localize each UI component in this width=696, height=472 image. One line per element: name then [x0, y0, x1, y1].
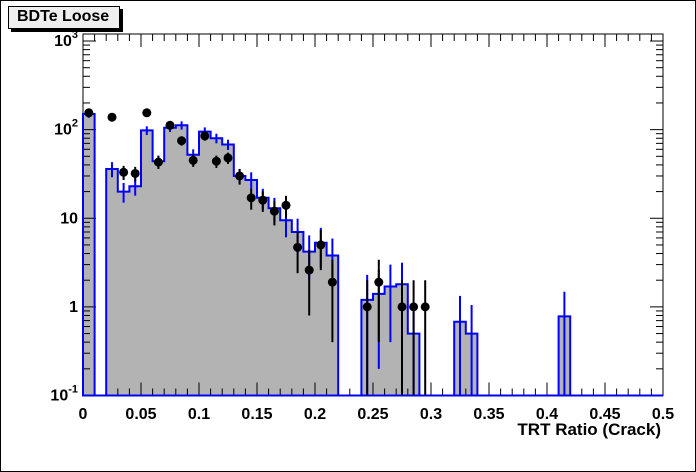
data-point-marker[interactable] — [235, 171, 245, 181]
data-point-marker[interactable] — [223, 153, 233, 163]
data-point-marker[interactable] — [316, 240, 326, 250]
data-point-marker[interactable] — [130, 168, 140, 178]
data-point-marker[interactable] — [397, 302, 407, 312]
x-tick-label: 0.35 — [473, 406, 504, 423]
y-tick-label: 102 — [54, 118, 78, 139]
histogram-fill[interactable] — [83, 114, 663, 396]
data-point-marker[interactable] — [211, 156, 221, 166]
title-text: BDTe Loose — [17, 8, 110, 25]
data-point-marker[interactable] — [327, 277, 337, 287]
data-point-marker[interactable] — [165, 120, 175, 130]
data-point-marker[interactable] — [420, 302, 430, 312]
y-tick-label: 10-1 — [50, 384, 78, 405]
data-point-marker[interactable] — [200, 131, 210, 141]
x-tick-label: 0.2 — [304, 406, 326, 423]
y-tick-label: 103 — [54, 29, 78, 50]
data-point-marker[interactable] — [84, 108, 94, 118]
y-tick-label: 10 — [60, 210, 78, 227]
data-point-marker[interactable] — [409, 302, 419, 312]
data-point-marker[interactable] — [258, 195, 268, 205]
data-point-marker[interactable] — [153, 157, 163, 167]
x-tick-label: 0.3 — [420, 406, 442, 423]
data-point-marker[interactable] — [281, 200, 291, 210]
data-point-marker[interactable] — [142, 108, 152, 118]
data-point-marker[interactable] — [246, 193, 256, 203]
data-point-marker[interactable] — [293, 242, 303, 252]
y-tick-label: 1 — [69, 299, 78, 316]
x-tick-label: 0.15 — [241, 406, 272, 423]
data-point-marker[interactable] — [374, 277, 384, 287]
data-point-marker[interactable] — [107, 112, 117, 122]
x-tick-label: 0.05 — [125, 406, 156, 423]
data-point-marker[interactable] — [119, 167, 129, 177]
x-axis-title: TRT Ratio (Crack) — [517, 420, 661, 439]
x-tick-label: 0 — [79, 406, 88, 423]
x-tick-label: 0.4 — [536, 406, 558, 423]
x-tick-label: 0.5 — [652, 406, 674, 423]
data-point-marker[interactable] — [269, 206, 279, 216]
x-tick-label: 0.45 — [589, 406, 620, 423]
data-point-marker[interactable] — [362, 302, 372, 312]
data-point-marker[interactable] — [304, 265, 314, 275]
x-tick-label: 0.1 — [188, 406, 210, 423]
title-box[interactable]: BDTe Loose — [8, 6, 121, 29]
x-tick-label: 0.25 — [357, 406, 388, 423]
histogram-outline[interactable] — [82, 113, 663, 397]
data-point-marker[interactable] — [177, 136, 187, 146]
data-point-marker[interactable] — [188, 155, 198, 165]
